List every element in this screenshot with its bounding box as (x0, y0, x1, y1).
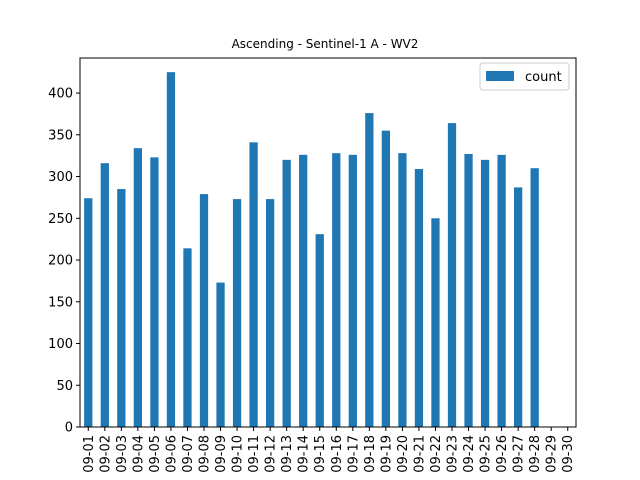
bar-09-27 (514, 187, 523, 427)
y-tick-label: 100 (48, 337, 73, 352)
y-tick-label: 400 (48, 87, 73, 102)
bars-layer (84, 72, 539, 428)
bar-09-09 (216, 282, 225, 427)
x-tick-label: 09-04 (131, 435, 146, 473)
x-tick-label: 09-13 (280, 435, 295, 473)
bar-09-21 (414, 169, 424, 427)
x-tick-label: 09-12 (264, 435, 279, 473)
bar-09-03 (117, 189, 126, 427)
bar-09-25 (480, 159, 490, 427)
x-tick-label: 09-26 (495, 435, 510, 473)
bar-09-14 (299, 154, 308, 427)
chart-title: Ascending - Sentinel-1 A - WV2 (232, 37, 419, 51)
x-tick-label: 09-24 (462, 435, 477, 473)
x-tick-label: 09-09 (214, 435, 229, 473)
x-tick-label: 09-18 (363, 435, 378, 473)
bar-09-11 (249, 142, 258, 427)
y-tick-label: 0 (65, 421, 73, 436)
x-tick-label: 09-03 (115, 435, 130, 473)
legend-swatch (486, 71, 514, 81)
bar-09-26 (497, 154, 506, 427)
bar-09-24 (464, 154, 473, 427)
x-tick-label: 09-16 (330, 435, 345, 473)
x-tick-label: 09-14 (297, 435, 312, 473)
x-tick-label: 09-01 (82, 435, 97, 473)
legend: count (479, 62, 570, 91)
x-tick-label: 09-11 (247, 435, 262, 473)
x-tick-label: 09-21 (412, 435, 427, 473)
bar-09-01 (84, 198, 93, 427)
bar-09-10 (232, 199, 242, 427)
x-tick-label: 09-19 (379, 435, 394, 473)
x-tick-label: 09-30 (561, 435, 576, 473)
bar-09-02 (100, 163, 109, 427)
bar-09-18 (365, 113, 374, 427)
x-tick-label: 09-25 (479, 435, 494, 473)
x-tick-label: 09-07 (181, 435, 196, 473)
x-tick-label: 09-20 (396, 435, 411, 473)
bar-09-08 (199, 194, 209, 427)
x-tick-label: 09-08 (198, 435, 213, 473)
y-tick-label: 150 (48, 295, 73, 310)
y-tick-label: 300 (48, 170, 73, 185)
y-tick-label: 250 (48, 212, 73, 227)
x-tick-label: 09-29 (545, 435, 560, 473)
bar-09-28 (530, 168, 539, 427)
x-tick-label: 09-02 (98, 435, 113, 473)
x-tick-label: 09-23 (446, 435, 461, 473)
bar-09-12 (266, 199, 275, 427)
x-tick-label: 09-17 (346, 435, 361, 473)
legend-frame (479, 62, 570, 91)
plot-frame (79, 57, 577, 428)
y-tick-label: 350 (48, 128, 73, 143)
bar-09-15 (315, 234, 324, 427)
x-tick-label: 09-05 (148, 435, 163, 473)
bar-09-17 (348, 154, 357, 427)
x-tick-label: 09-10 (231, 435, 246, 473)
x-tick-label: 09-15 (313, 435, 328, 473)
bar-09-19 (381, 130, 390, 427)
x-tick-label: 09-22 (429, 435, 444, 473)
x-tick-label: 09-27 (512, 435, 527, 473)
y-tick-label: 50 (56, 379, 73, 394)
bar-09-05 (150, 157, 159, 427)
bar-09-23 (447, 123, 457, 428)
bar-09-06 (166, 72, 176, 427)
bar-09-07 (183, 248, 192, 427)
x-tick-label: 09-06 (164, 435, 179, 473)
bar-09-20 (398, 153, 407, 428)
bar-09-13 (282, 159, 291, 427)
bar-09-22 (431, 218, 440, 427)
bar-09-16 (332, 153, 341, 428)
y-tick-label: 200 (48, 254, 73, 269)
bar-09-04 (133, 148, 142, 427)
legend-label: count (525, 70, 562, 85)
x-tick-label: 09-28 (528, 435, 543, 473)
